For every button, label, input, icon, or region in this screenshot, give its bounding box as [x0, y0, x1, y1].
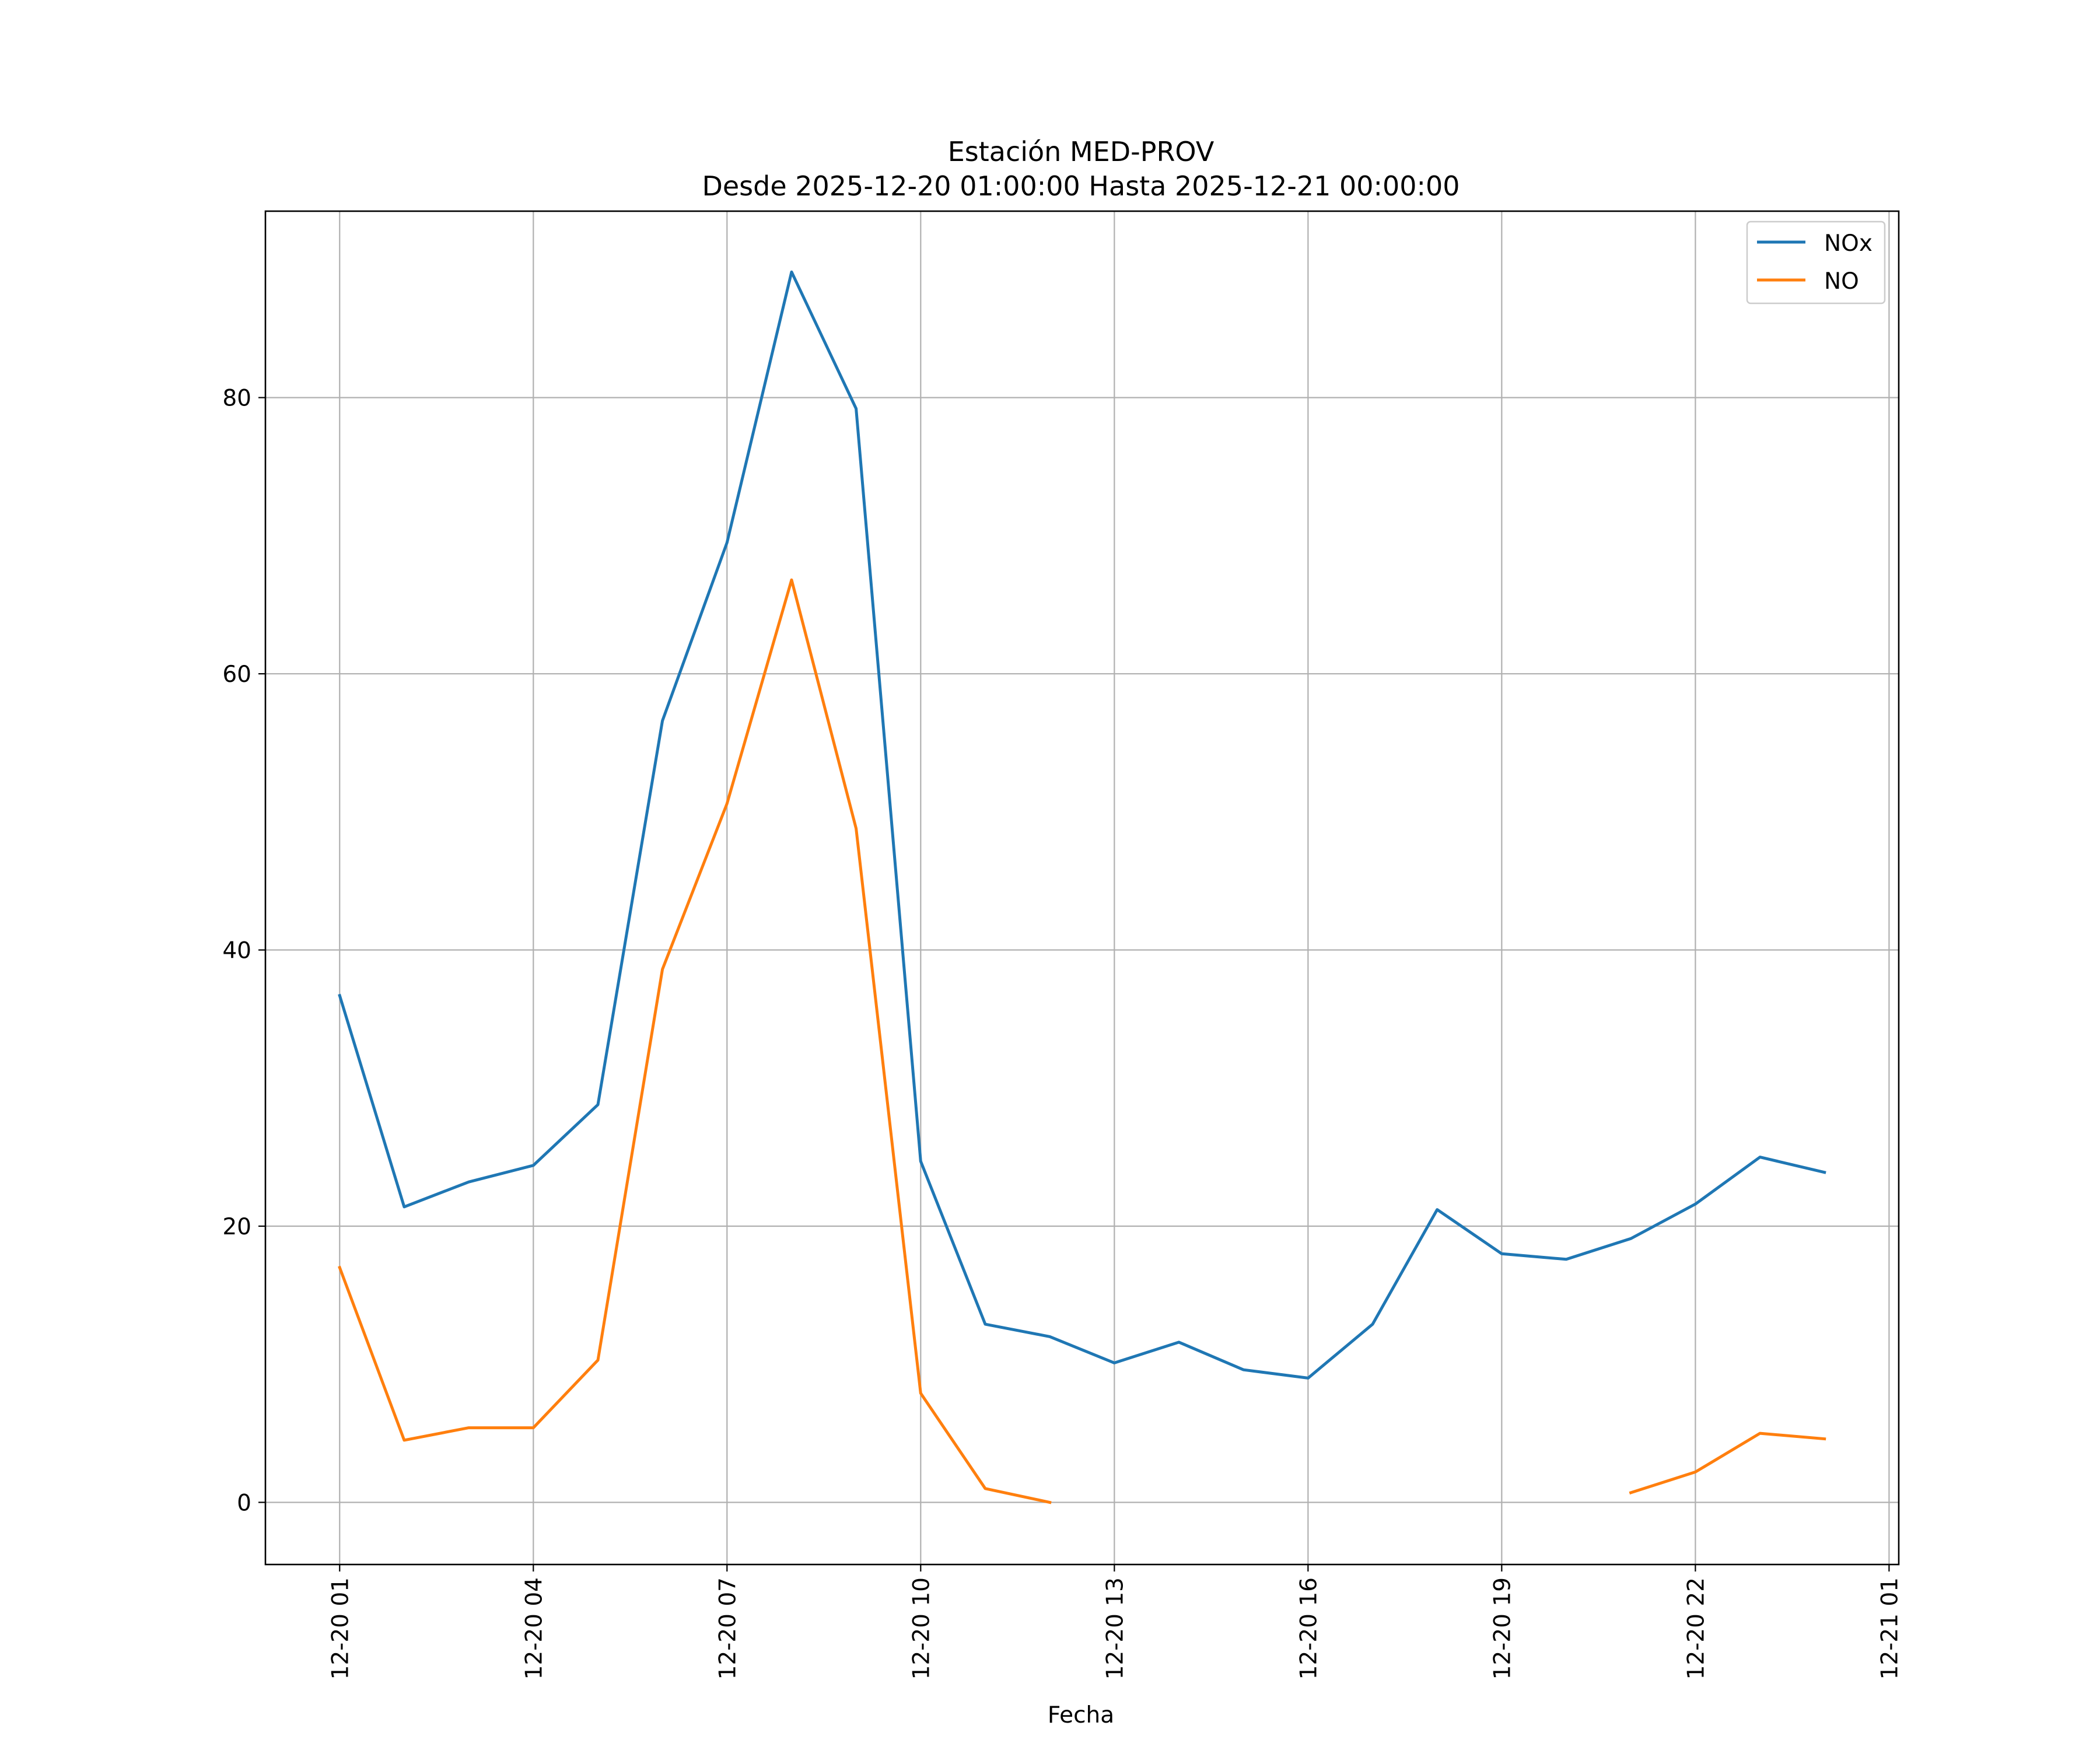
y-tick-label: 20: [222, 1214, 251, 1240]
chart-subtitle: Desde 2025-12-20 01:00:00 Hasta 2025-12-…: [702, 170, 1460, 202]
x-tick-label: 12-20 16: [1296, 1577, 1322, 1679]
x-tick-label: 12-20 10: [908, 1577, 935, 1679]
plot-frame: [264, 210, 1900, 1566]
legend: NOx NO: [1746, 220, 1886, 304]
y-tick-label: 80: [222, 386, 251, 412]
legend-label-nox: NOx: [1824, 230, 1873, 257]
series-lines: [338, 270, 1826, 1504]
chart-title: Estación MED-PROV: [948, 136, 1214, 167]
x-axis: 12-20 01 12-20 04 12-20 07 12-20 10 12-20 13…: [327, 1564, 1903, 1679]
y-axis: 0 20 40 60 80: [222, 386, 265, 1516]
series-line-nox: [338, 270, 1826, 1380]
x-tick-label: 12-21 01: [1877, 1577, 1903, 1679]
x-tick-label: 12-20 13: [1102, 1577, 1128, 1679]
y-tick-label: 0: [237, 1490, 251, 1516]
grid: [265, 211, 1899, 1564]
x-tick-label: 12-20 19: [1489, 1577, 1516, 1679]
y-tick-label: 60: [222, 662, 251, 688]
legend-label-no: NO: [1824, 268, 1859, 295]
x-axis-label: Fecha: [1048, 1702, 1114, 1728]
x-tick-label: 12-20 22: [1683, 1577, 1709, 1679]
x-tick-label: 12-20 04: [521, 1577, 547, 1679]
x-tick-label: 12-20 01: [327, 1577, 354, 1679]
y-tick-label: 40: [222, 938, 251, 964]
x-tick-label: 12-20 07: [715, 1577, 741, 1679]
series-line-no: [338, 578, 1052, 1504]
series-line-no: [1629, 1432, 1826, 1495]
